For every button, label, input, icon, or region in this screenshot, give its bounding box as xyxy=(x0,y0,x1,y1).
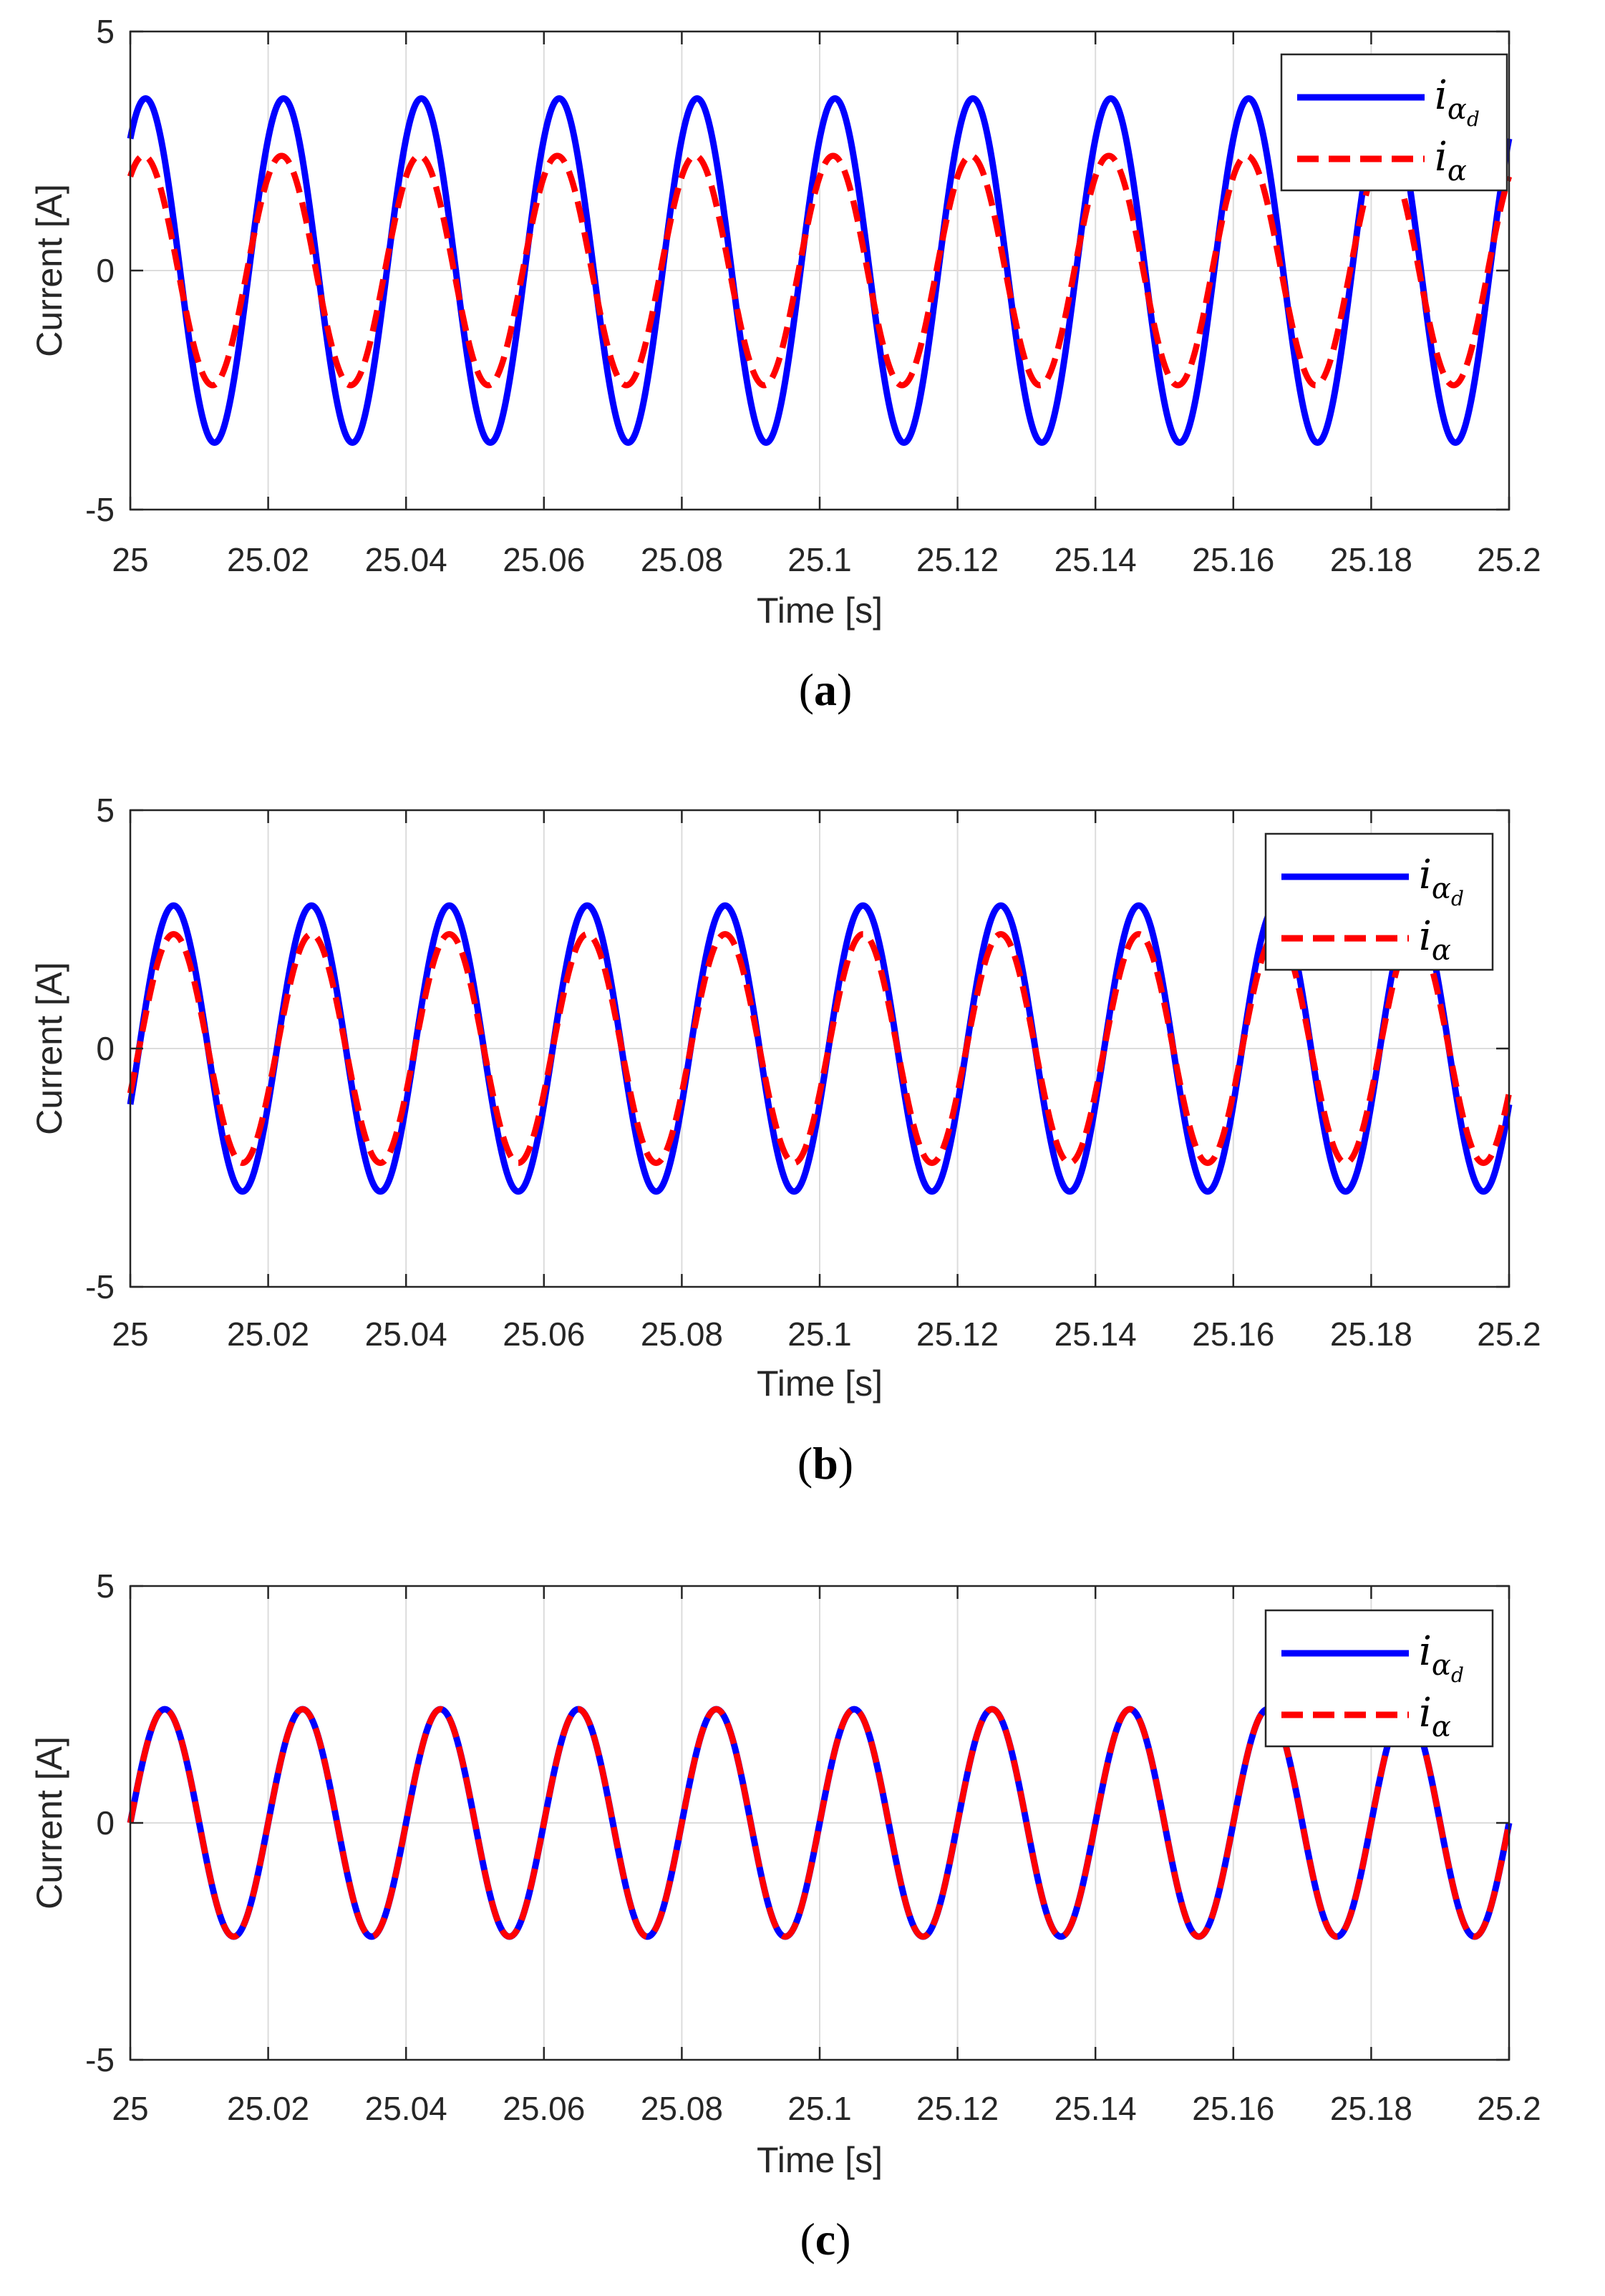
legend-label-sub: α xyxy=(1448,155,1467,188)
legend-label-actual: iα xyxy=(1419,913,1451,967)
legend-label-sub: α xyxy=(1432,872,1451,905)
legend-box xyxy=(1264,1609,1494,1748)
legend-label-actual: iα xyxy=(1419,1690,1451,1743)
legend-label-base: i xyxy=(1419,852,1432,898)
caption-open: ( xyxy=(800,2214,815,2265)
x-tick-label: 25.2 xyxy=(1477,1315,1541,1353)
x-tick-label: 25.1 xyxy=(787,541,852,578)
x-tick-label: 25.12 xyxy=(916,541,999,578)
caption-close: ) xyxy=(837,664,852,715)
x-tick-label: 25.14 xyxy=(1054,2090,1137,2127)
x-tick-label: 25.02 xyxy=(227,2090,309,2127)
legend-label-desired: iαd xyxy=(1435,72,1480,131)
x-tick-label: 25.08 xyxy=(641,541,723,578)
panel-caption: (a) xyxy=(799,664,853,715)
y-tick-label: -5 xyxy=(85,2041,115,2078)
y-tick-label: -5 xyxy=(85,491,115,528)
x-tick-label: 25.14 xyxy=(1054,1315,1137,1353)
x-tick-label: 25.06 xyxy=(503,1315,585,1353)
chart-panel-c: 25 25.02 25.04 25.06 25.08 25.1 25.12 25.14 25.1… xyxy=(29,1567,1541,2265)
legend-label-base: i xyxy=(1419,1690,1432,1736)
y-tick-label: 0 xyxy=(96,1804,115,1842)
legend-label-base: i xyxy=(1435,134,1448,180)
x-tick-label: 25 xyxy=(112,1315,148,1353)
legend-label-sub: α xyxy=(1448,93,1467,126)
y-axis-label: Current [A] xyxy=(29,184,69,357)
panel-caption: (c) xyxy=(800,2214,850,2265)
x-tick-label: 25.16 xyxy=(1192,1315,1274,1353)
legend-label-desired: iαd xyxy=(1419,1628,1464,1687)
caption-open: ( xyxy=(799,664,814,715)
x-tick-label: 25.04 xyxy=(365,541,447,578)
caption-letter: c xyxy=(815,2214,835,2265)
x-tick-label: 25.16 xyxy=(1192,2090,1274,2127)
legend-label-base: i xyxy=(1419,1628,1432,1675)
x-tick-label: 25.06 xyxy=(503,541,585,578)
x-tick-label: 25.08 xyxy=(641,1315,723,1353)
x-tick-label: 25.12 xyxy=(916,1315,999,1353)
y-tick-label: -5 xyxy=(85,1268,115,1305)
legend-box xyxy=(1264,832,1494,971)
series-line-actual xyxy=(127,152,1513,389)
x-tick-label: 25.18 xyxy=(1330,1315,1412,1353)
x-tick-label: 25.18 xyxy=(1330,541,1412,578)
y-tick-label: 0 xyxy=(96,252,115,289)
x-tick-label: 25.08 xyxy=(641,2090,723,2127)
x-axis-label: Time [s] xyxy=(757,2140,883,2180)
x-tick-label: 25.1 xyxy=(787,2090,852,2127)
x-tick-label: 25 xyxy=(112,2090,148,2127)
series-line-desired xyxy=(127,95,1513,446)
x-tick-label: 25.06 xyxy=(503,2090,585,2127)
y-axis-label: Current [A] xyxy=(29,1736,69,1910)
caption-close: ) xyxy=(838,1438,853,1489)
x-axis-label: Time [s] xyxy=(757,590,883,631)
x-tick-label: 25.16 xyxy=(1192,541,1274,578)
x-tick-label: 25.2 xyxy=(1477,541,1541,578)
chart-panel-b: 25 25.02 25.04 25.06 25.08 25.1 25.12 25.14 25.1… xyxy=(29,792,1541,1489)
y-tick-label: 5 xyxy=(96,792,115,829)
x-tick-label: 25 xyxy=(112,541,148,578)
legend-label-subsub: d xyxy=(1451,887,1464,910)
legend-label-actual: iα xyxy=(1435,134,1467,188)
caption-letter: b xyxy=(813,1438,838,1489)
x-tick-label: 25.04 xyxy=(365,1315,447,1353)
x-tick-label: 25.02 xyxy=(227,1315,309,1353)
y-tick-label: 0 xyxy=(96,1030,115,1067)
legend-label-subsub: d xyxy=(1467,107,1480,131)
x-tick-label: 25.12 xyxy=(916,2090,999,2127)
x-tick-label: 25.02 xyxy=(227,541,309,578)
legend-label-base: i xyxy=(1419,913,1432,960)
caption-open: ( xyxy=(797,1438,813,1489)
legend-label-base: i xyxy=(1435,72,1448,119)
x-tick-label: 25.14 xyxy=(1054,541,1137,578)
caption-letter: a xyxy=(814,664,837,715)
legend-label-sub: α xyxy=(1432,1711,1451,1743)
x-tick-label: 25.18 xyxy=(1330,2090,1412,2127)
x-axis-label: Time [s] xyxy=(757,1363,883,1404)
y-tick-label: 5 xyxy=(96,13,115,50)
x-tick-label: 25.1 xyxy=(787,1315,852,1353)
legend-label-desired: iαd xyxy=(1419,852,1464,910)
y-axis-label: Current [A] xyxy=(29,962,69,1135)
x-tick-label: 25.04 xyxy=(365,2090,447,2127)
legend-label-sub: α xyxy=(1432,1649,1451,1682)
legend-box xyxy=(1280,53,1508,192)
panel-caption: (b) xyxy=(797,1438,853,1489)
y-tick-label: 5 xyxy=(96,1567,115,1605)
x-tick-label: 25.2 xyxy=(1477,2090,1541,2127)
legend-label-sub: α xyxy=(1432,934,1451,967)
legend-label-subsub: d xyxy=(1451,1663,1464,1687)
chart-panel-a: 25 25.02 25.04 25.06 25.08 25.1 25.12 25.14 25.1… xyxy=(29,13,1541,715)
caption-close: ) xyxy=(835,2214,850,2265)
